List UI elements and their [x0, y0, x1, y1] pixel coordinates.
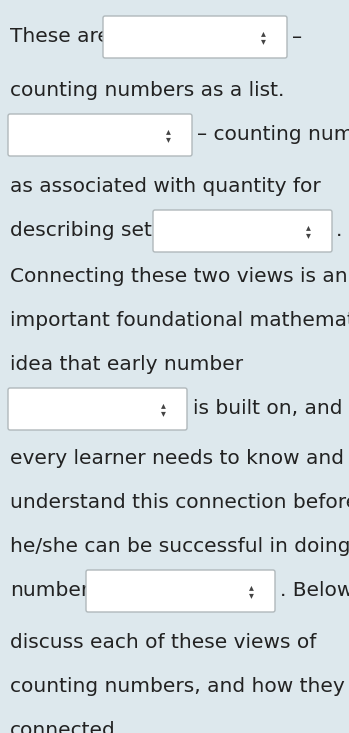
Text: ▴
▾: ▴ ▾ — [248, 582, 253, 600]
Text: describing set: describing set — [10, 221, 152, 240]
FancyBboxPatch shape — [153, 210, 332, 252]
Text: discuss each of these views of: discuss each of these views of — [10, 633, 317, 652]
Text: counting numbers as a list.: counting numbers as a list. — [10, 81, 284, 100]
Text: Connecting these two views is an: Connecting these two views is an — [10, 268, 348, 287]
FancyBboxPatch shape — [8, 388, 187, 430]
Text: understand this connection before: understand this connection before — [10, 493, 349, 512]
Text: ▴
▾: ▴ ▾ — [306, 222, 311, 240]
Text: –: – — [292, 28, 302, 46]
FancyBboxPatch shape — [86, 570, 275, 612]
Text: counting numbers, and how they are: counting numbers, and how they are — [10, 677, 349, 696]
FancyBboxPatch shape — [8, 114, 192, 156]
Text: ▴
▾: ▴ ▾ — [261, 28, 266, 46]
Text: – counting numbers: – counting numbers — [197, 125, 349, 144]
Text: idea that early number: idea that early number — [10, 356, 243, 375]
Text: ▴
▾: ▴ ▾ — [165, 126, 170, 144]
Text: These are:: These are: — [10, 28, 117, 46]
Text: every learner needs to know and: every learner needs to know and — [10, 449, 344, 468]
FancyBboxPatch shape — [103, 16, 287, 58]
Text: . Below, we: . Below, we — [280, 581, 349, 600]
Text: is built on, and that: is built on, and that — [193, 399, 349, 419]
Text: .: . — [336, 221, 342, 240]
Text: connected.: connected. — [10, 721, 122, 733]
Text: as associated with quantity for: as associated with quantity for — [10, 177, 321, 196]
Text: number: number — [10, 581, 89, 600]
Text: he/she can be successful in doing: he/she can be successful in doing — [10, 537, 349, 556]
Text: important foundational mathematical: important foundational mathematical — [10, 312, 349, 331]
Text: ▴
▾: ▴ ▾ — [161, 399, 165, 419]
